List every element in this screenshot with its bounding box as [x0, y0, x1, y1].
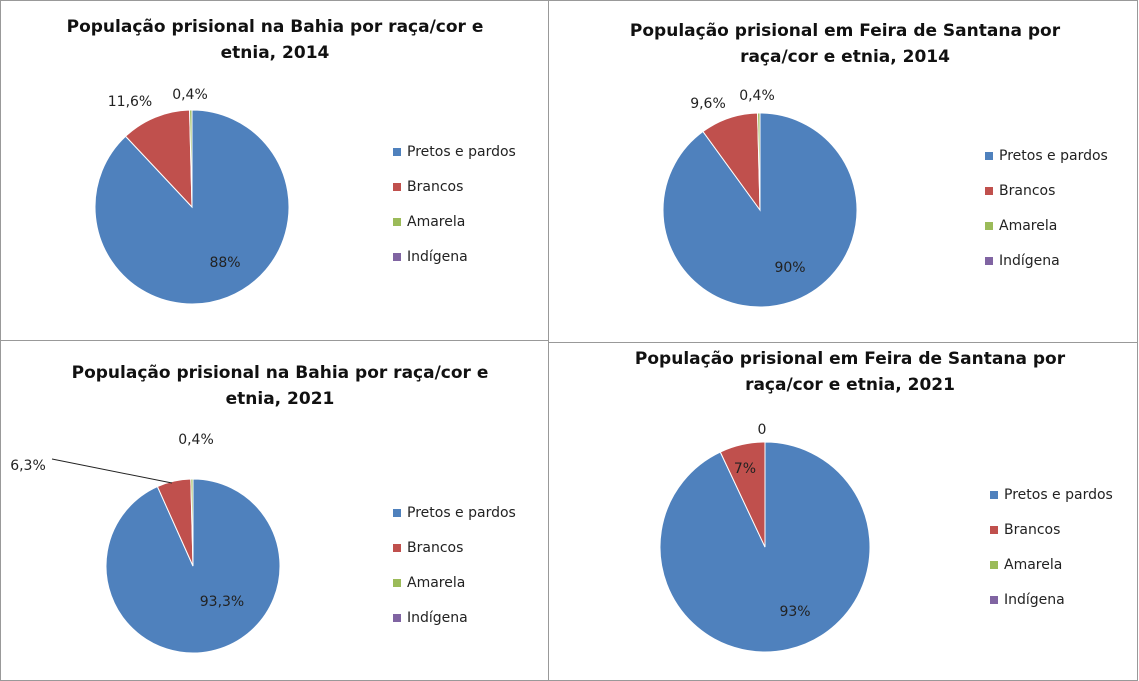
legend-swatch [393, 148, 401, 156]
legend-label: Amarela [999, 218, 1057, 234]
legend-swatch [990, 491, 998, 499]
legend-label: Indígena [1004, 592, 1065, 608]
legend-label: Indígena [407, 249, 468, 265]
legend-label: Amarela [1004, 557, 1062, 573]
pie-slice [190, 478, 194, 567]
legend-swatch [985, 152, 993, 160]
data-label: 0,4% [178, 432, 214, 448]
pie-slice [124, 109, 193, 209]
legend-swatch [393, 579, 401, 587]
legend-swatch [990, 561, 998, 569]
leader-line [51, 458, 173, 484]
legend-label: Indígena [407, 610, 468, 626]
data-label: 9,6% [690, 96, 726, 112]
chart-title: População prisional na Bahia por raça/co… [66, 17, 484, 63]
pie-slice [757, 112, 761, 211]
legend-label: Amarela [407, 214, 465, 230]
data-label: 7% [734, 461, 756, 477]
legend-swatch [393, 253, 401, 261]
chart-title: População prisional na Bahia por raça/co… [71, 363, 489, 409]
data-label: 0 [758, 422, 767, 438]
legend-swatch [990, 596, 998, 604]
data-label: 93,3% [200, 594, 244, 610]
chart-title: População prisional em Feira de Santana … [629, 21, 1061, 67]
pie-slice [189, 109, 193, 208]
legend-swatch [393, 183, 401, 191]
legend-label: Brancos [407, 179, 463, 195]
legend-swatch [393, 218, 401, 226]
pie-slice [719, 441, 766, 548]
data-label: 90% [774, 260, 805, 276]
legend-label: Pretos e pardos [999, 148, 1108, 164]
legend-label: Pretos e pardos [407, 505, 516, 521]
legend-label: Brancos [999, 183, 1055, 199]
legend-label: Brancos [1004, 522, 1060, 538]
legend-label: Brancos [407, 540, 463, 556]
legend-label: Pretos e pardos [1004, 487, 1113, 503]
legend-label: Pretos e pardos [407, 144, 516, 160]
data-label: 11,6% [108, 94, 152, 110]
data-label: 0,4% [739, 88, 775, 104]
data-label: 0,4% [172, 87, 208, 103]
legend-swatch [393, 614, 401, 622]
legend-swatch [985, 222, 993, 230]
legend-swatch [990, 526, 998, 534]
legend-label: Indígena [999, 253, 1060, 269]
legend-swatch [393, 509, 401, 517]
legend-swatch [985, 187, 993, 195]
legend-swatch [985, 257, 993, 265]
legend-label: Amarela [407, 575, 465, 591]
legend-swatch [393, 544, 401, 552]
data-label: 88% [209, 255, 240, 271]
data-label: 93% [779, 604, 810, 620]
data-label: 6,3% [10, 458, 46, 474]
chart-title: População prisional em Feira de Santana … [634, 349, 1066, 395]
